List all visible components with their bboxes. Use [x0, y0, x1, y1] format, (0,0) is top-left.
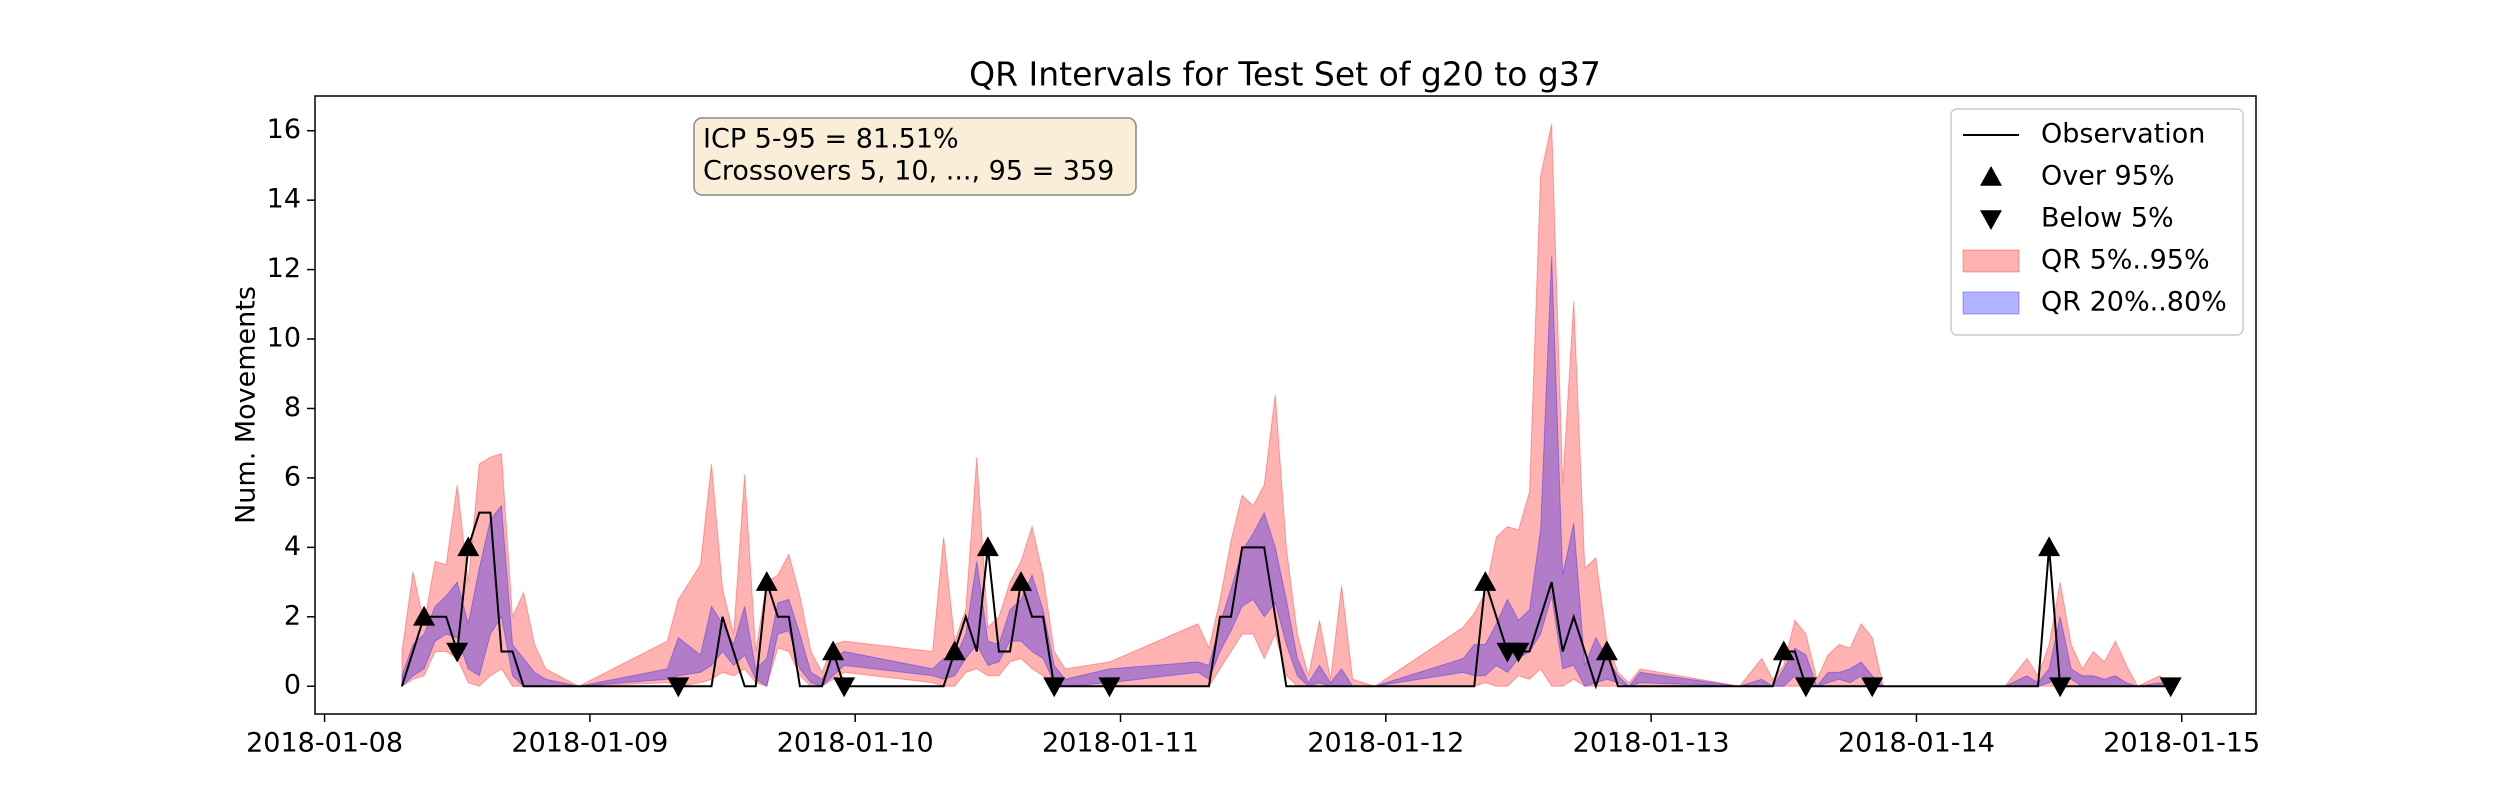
- legend-box: [1950, 108, 2244, 336]
- over-marker: [755, 571, 778, 591]
- observation-line: [401, 511, 2171, 690]
- x-tick-label: 2018-01-09: [511, 728, 668, 759]
- legend-label: QR 20%..80%: [2041, 287, 2227, 318]
- below-marker: [446, 642, 469, 663]
- over-marker: [1772, 640, 1795, 661]
- below-marker: [1861, 677, 1884, 698]
- y-tick-label: 0: [284, 670, 301, 701]
- annotation-text: Crossovers 5, 10, ..., 95 = 359: [703, 156, 1114, 187]
- x-tick-label: 2018-01-10: [777, 728, 934, 759]
- x-tick-label: 2018-01-12: [1307, 728, 1464, 759]
- legend-handle: [1980, 166, 2002, 186]
- y-tick-label: 16: [267, 114, 301, 145]
- over-marker: [822, 640, 845, 661]
- x-tick-label: 2018-01-11: [1042, 728, 1199, 759]
- y-tick-label: 8: [284, 392, 301, 423]
- y-tick-label: 10: [267, 323, 301, 354]
- over-marker: [1010, 571, 1033, 591]
- legend-label: Over 95%: [2041, 161, 2175, 192]
- y-axis-label: Num. Movements: [231, 286, 262, 524]
- legend-label: Below 5%: [2041, 203, 2174, 234]
- plot-frame: [314, 95, 2257, 715]
- below-marker: [1794, 677, 1817, 698]
- over-marker: [457, 536, 480, 557]
- below-marker: [667, 677, 690, 698]
- legend-label: Observation: [2041, 119, 2205, 150]
- below-marker: [1507, 642, 1530, 663]
- legend-label: QR 5%..95%: [2041, 245, 2210, 276]
- y-tick-label: 12: [267, 253, 301, 284]
- legend-handle: [1962, 291, 2020, 315]
- x-tick-label: 2018-01-15: [2103, 728, 2260, 759]
- y-tick-label: 14: [267, 184, 301, 215]
- band: [401, 255, 2171, 688]
- over-marker: [413, 605, 436, 626]
- y-tick-label: 6: [284, 461, 301, 492]
- annotation-box: [693, 117, 1137, 196]
- chart-title: QR Intervals for Test Set of g20 to g37: [969, 55, 1601, 94]
- x-tick-label: 2018-01-13: [1573, 728, 1730, 759]
- x-tick-label: 2018-01-14: [1838, 728, 1995, 759]
- legend-handle: [1962, 249, 2020, 273]
- below-marker: [833, 677, 856, 698]
- y-tick-label: 4: [284, 531, 301, 562]
- below-marker: [2049, 677, 2072, 698]
- over-marker: [2038, 536, 2061, 557]
- over-marker: [1595, 640, 1618, 661]
- annotation-text: ICP 5-95 = 81.51%: [703, 124, 959, 155]
- below-marker: [1043, 677, 1066, 698]
- x-tick-label: 2018-01-08: [246, 728, 403, 759]
- over-marker: [943, 640, 966, 661]
- below-marker: [1098, 677, 1121, 698]
- over-marker: [976, 536, 999, 557]
- y-tick-label: 2: [284, 600, 301, 631]
- legend-handle: [1980, 210, 2002, 230]
- over-marker: [1474, 571, 1497, 591]
- below-marker: [2159, 677, 2182, 698]
